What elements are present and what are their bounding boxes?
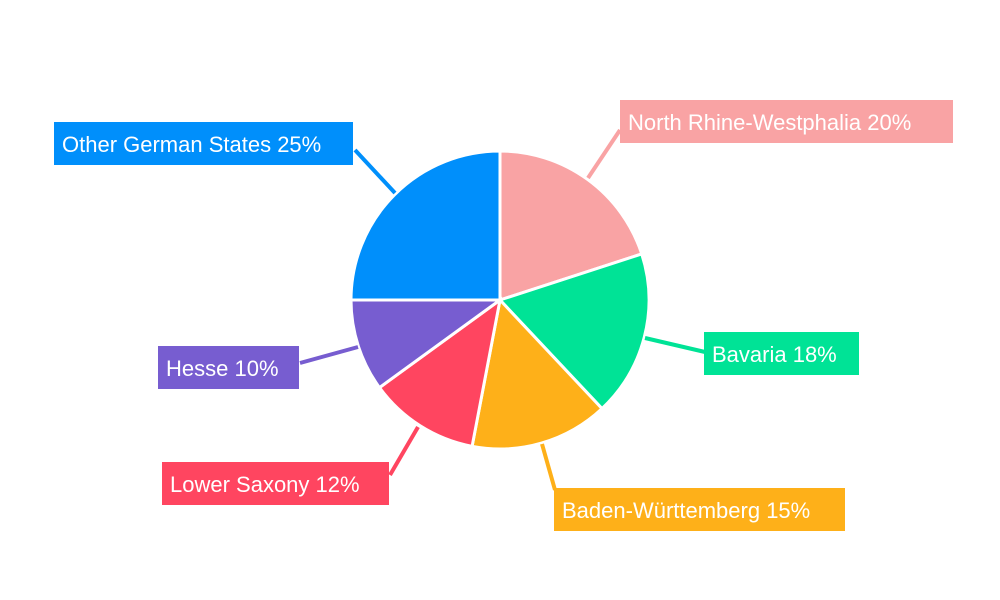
data-label: Lower Saxony 12% [170, 472, 360, 497]
slice-lower-saxony[interactable] [377, 296, 503, 449]
data-label: Baden-Württemberg 15% [562, 498, 810, 523]
leader-line [353, 148, 397, 195]
data-label: Bavaria 18% [712, 342, 837, 367]
slice-other-german-states[interactable] [349, 149, 502, 302]
slice-north-rhine-westphalia[interactable] [498, 149, 644, 303]
leader-line [299, 345, 359, 365]
leader-line [644, 336, 706, 354]
data-label: Hesse 10% [166, 356, 279, 381]
data-label: Other German States 25% [62, 132, 321, 157]
leader-line [540, 443, 557, 491]
data-label-box [704, 332, 859, 375]
slice-bavaria[interactable] [497, 252, 651, 411]
data-label-box [620, 100, 953, 143]
leader-line [388, 425, 420, 477]
data-label-box [54, 122, 353, 165]
data-label: North Rhine-Westphalia 20% [628, 110, 911, 135]
slice-baden-wu-rttemberg[interactable] [470, 296, 605, 451]
data-label-box [554, 488, 845, 531]
data-label-box [162, 462, 389, 505]
leader-line [586, 128, 622, 180]
slice-hesse[interactable] [349, 298, 505, 390]
data-label-box [158, 346, 299, 389]
